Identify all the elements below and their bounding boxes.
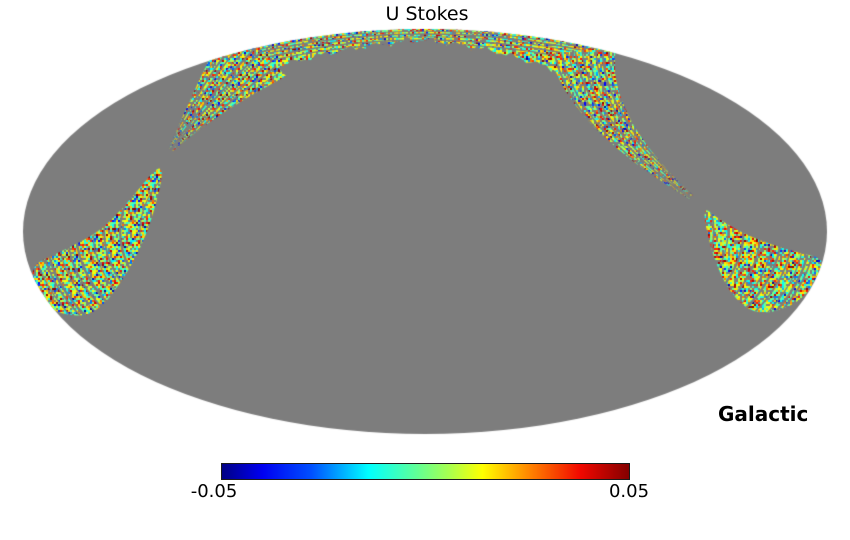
coordinate-system-label: Galactic	[718, 402, 809, 426]
plot-title: U Stokes	[385, 3, 469, 25]
colorbar-gradient	[221, 463, 630, 480]
colorbar-min-label: -0.05	[190, 481, 238, 502]
colorbar-max-label: 0.05	[608, 481, 650, 502]
